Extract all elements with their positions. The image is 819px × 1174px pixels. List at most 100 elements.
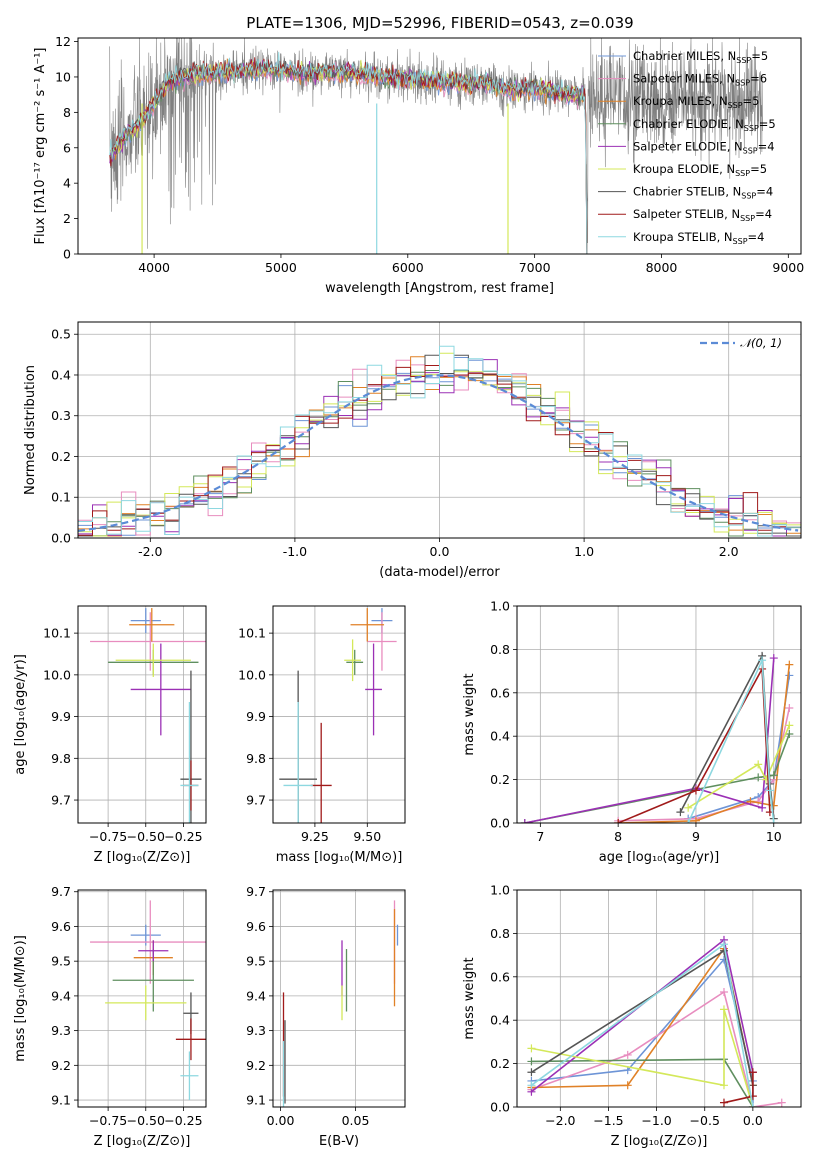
plot-area (109, 38, 763, 254)
grid (517, 605, 801, 824)
axes-frame (272, 605, 406, 824)
plot-area (279, 608, 397, 823)
weight-marker-1 (623, 1050, 632, 1059)
x-tick-label: 1.0 (574, 544, 594, 559)
y-tick-label: 0.3 (51, 408, 71, 423)
y-tick-label: 0.8 (490, 926, 510, 941)
legend-label-2: Kroupa MILES, NSSP=5 (633, 94, 759, 110)
weight-marker-5 (754, 760, 763, 769)
legend-suffix: =4 (756, 185, 773, 199)
x-axis-label: Z [log₁₀(Z/Z⊙)] (94, 1134, 191, 1149)
y-tick-label: 0.4 (490, 1013, 510, 1028)
y-tick-label: 0.2 (490, 772, 510, 787)
x-tick-label: -1.0 (283, 544, 307, 559)
weight-marker-3 (769, 771, 778, 780)
y-tick-label: 0.0 (490, 816, 510, 831)
y-tick-label: 0.8 (490, 642, 510, 657)
x-tick-label: −0.25 (164, 1113, 202, 1128)
weight-marker-1 (719, 987, 728, 996)
x-tick-label: −0.50 (127, 829, 165, 844)
weight-line-7 (617, 666, 771, 823)
y-tick-label: 0 (63, 247, 71, 262)
chart-Z_mass: −0.75 −0.50 −0.25 9.1 9.2 9.3 9.4 9.5 9.6 9.7 Z [l… (13, 884, 207, 1149)
weight-line-5 (687, 725, 791, 809)
y-axis-label: mass [log₁₀(M/M⊙)] (13, 935, 28, 1062)
legend-main: Chabrier ELODIE, N (633, 117, 744, 131)
y-axis-label: age [log₁₀(age/yr)] (13, 654, 28, 775)
weight-marker-6 (676, 808, 685, 817)
y-tick-label: 10.1 (238, 626, 266, 641)
legend-sub: SSP (736, 56, 751, 65)
legend-label-7: Salpeter STELIB, NSSP=4 (633, 207, 772, 223)
x-tick-label: −1.5 (593, 1113, 623, 1128)
weight-marker-1 (777, 1098, 786, 1107)
x-tick-label: 0.0 (743, 1113, 763, 1128)
x-tick-label: 9.25 (301, 829, 329, 844)
y-tick-label: 9.9 (51, 709, 71, 724)
x-axis-label: (data-model)/error (379, 565, 500, 580)
y-tick-label: 9.5 (246, 954, 266, 969)
x-tick-label: 9.50 (353, 829, 381, 844)
weight-marker-2 (623, 1081, 632, 1090)
weight-marker-8 (527, 1081, 536, 1090)
y-axis-label: mass weight (462, 957, 477, 1039)
weight-marker-3 (754, 773, 763, 782)
weight-marker-3 (527, 1057, 536, 1066)
x-tick-label: 5000 (265, 260, 297, 275)
x-tick-label: 0.00 (267, 1113, 295, 1128)
weight-marker-7 (614, 819, 623, 823)
x-tick-label: 4000 (138, 260, 170, 275)
y-tick-label: 9.2 (246, 1058, 266, 1073)
x-axis-label: age [log₁₀(age/yr)] (599, 850, 720, 865)
observed-spectrum (109, 38, 763, 249)
y-tick-label: 10 (55, 69, 71, 84)
grid (273, 606, 405, 823)
y-tick-label: 9.7 (246, 793, 266, 808)
legend-suffix: =5 (750, 162, 767, 176)
legend-label-5: Kroupa ELODIE, NSSP=5 (633, 162, 767, 178)
y-tick-label: 6 (63, 140, 71, 155)
model-spectrum-8 (109, 51, 588, 254)
legend-sub: SSP (735, 169, 750, 178)
x-tick-label: −0.75 (89, 829, 127, 844)
weight-marker-4 (769, 654, 778, 663)
gaussian-reference (78, 374, 799, 532)
y-axis-label: Normed distribution (23, 365, 38, 495)
y-tick-label: 0.4 (51, 367, 71, 382)
y-tick-label: 2 (63, 211, 71, 226)
weight-marker-5 (719, 1005, 728, 1014)
y-tick-label: 4 (63, 176, 71, 191)
x-tick-label: −0.25 (164, 829, 202, 844)
y-tick-label: 9.2 (51, 1058, 71, 1073)
y-tick-label: 1.0 (490, 599, 510, 614)
legend-main: Chabrier STELIB, N (633, 185, 741, 199)
x-axis-label: E(B-V) (319, 1134, 359, 1149)
legend-main: Salpeter ELODIE, N (633, 139, 743, 153)
y-tick-label: 8 (63, 105, 71, 120)
chart-mass_age: 9.25 9.50 9.7 9.8 9.9 10.0 10.1 mass [log₁₀(M/M… (238, 605, 406, 865)
y-tick-label: 0.0 (490, 1100, 510, 1115)
legend-sub: SSP (740, 214, 755, 223)
y-tick-label: 9.5 (51, 954, 71, 969)
x-axis-label: Z [log₁₀(Z/Z⊙)] (94, 850, 191, 865)
y-tick-label: 0.6 (490, 685, 510, 700)
plot-area (527, 935, 786, 1107)
weight-marker-8 (765, 786, 774, 795)
legend-suffix: =4 (755, 207, 772, 221)
axes-frame (516, 605, 802, 824)
weight-marker-6 (527, 1068, 536, 1077)
y-axis-label: Flux [fλ10⁻¹⁷ erg cm⁻² s⁻¹ A⁻¹] (33, 48, 48, 245)
y-tick-label: 9.8 (246, 751, 266, 766)
plot-area (282, 900, 399, 1107)
weight-marker-4 (520, 819, 529, 823)
y-tick-label: 10.1 (43, 626, 71, 641)
axes-frame (77, 321, 802, 539)
y-tick-label: 9.7 (246, 884, 266, 899)
legend-label-0: Chabrier MILES, NSSP=5 (633, 49, 768, 65)
y-tick-label: 9.4 (246, 988, 266, 1003)
weight-marker-8 (719, 940, 728, 949)
legend-sub: SSP (733, 237, 748, 246)
chart-Z_age: −0.75 −0.50 −0.25 9.7 9.8 9.9 10.0 10.1 Z [log₁₀… (13, 605, 207, 865)
y-tick-label: 9.9 (246, 709, 266, 724)
weight-line-2 (531, 946, 754, 1089)
